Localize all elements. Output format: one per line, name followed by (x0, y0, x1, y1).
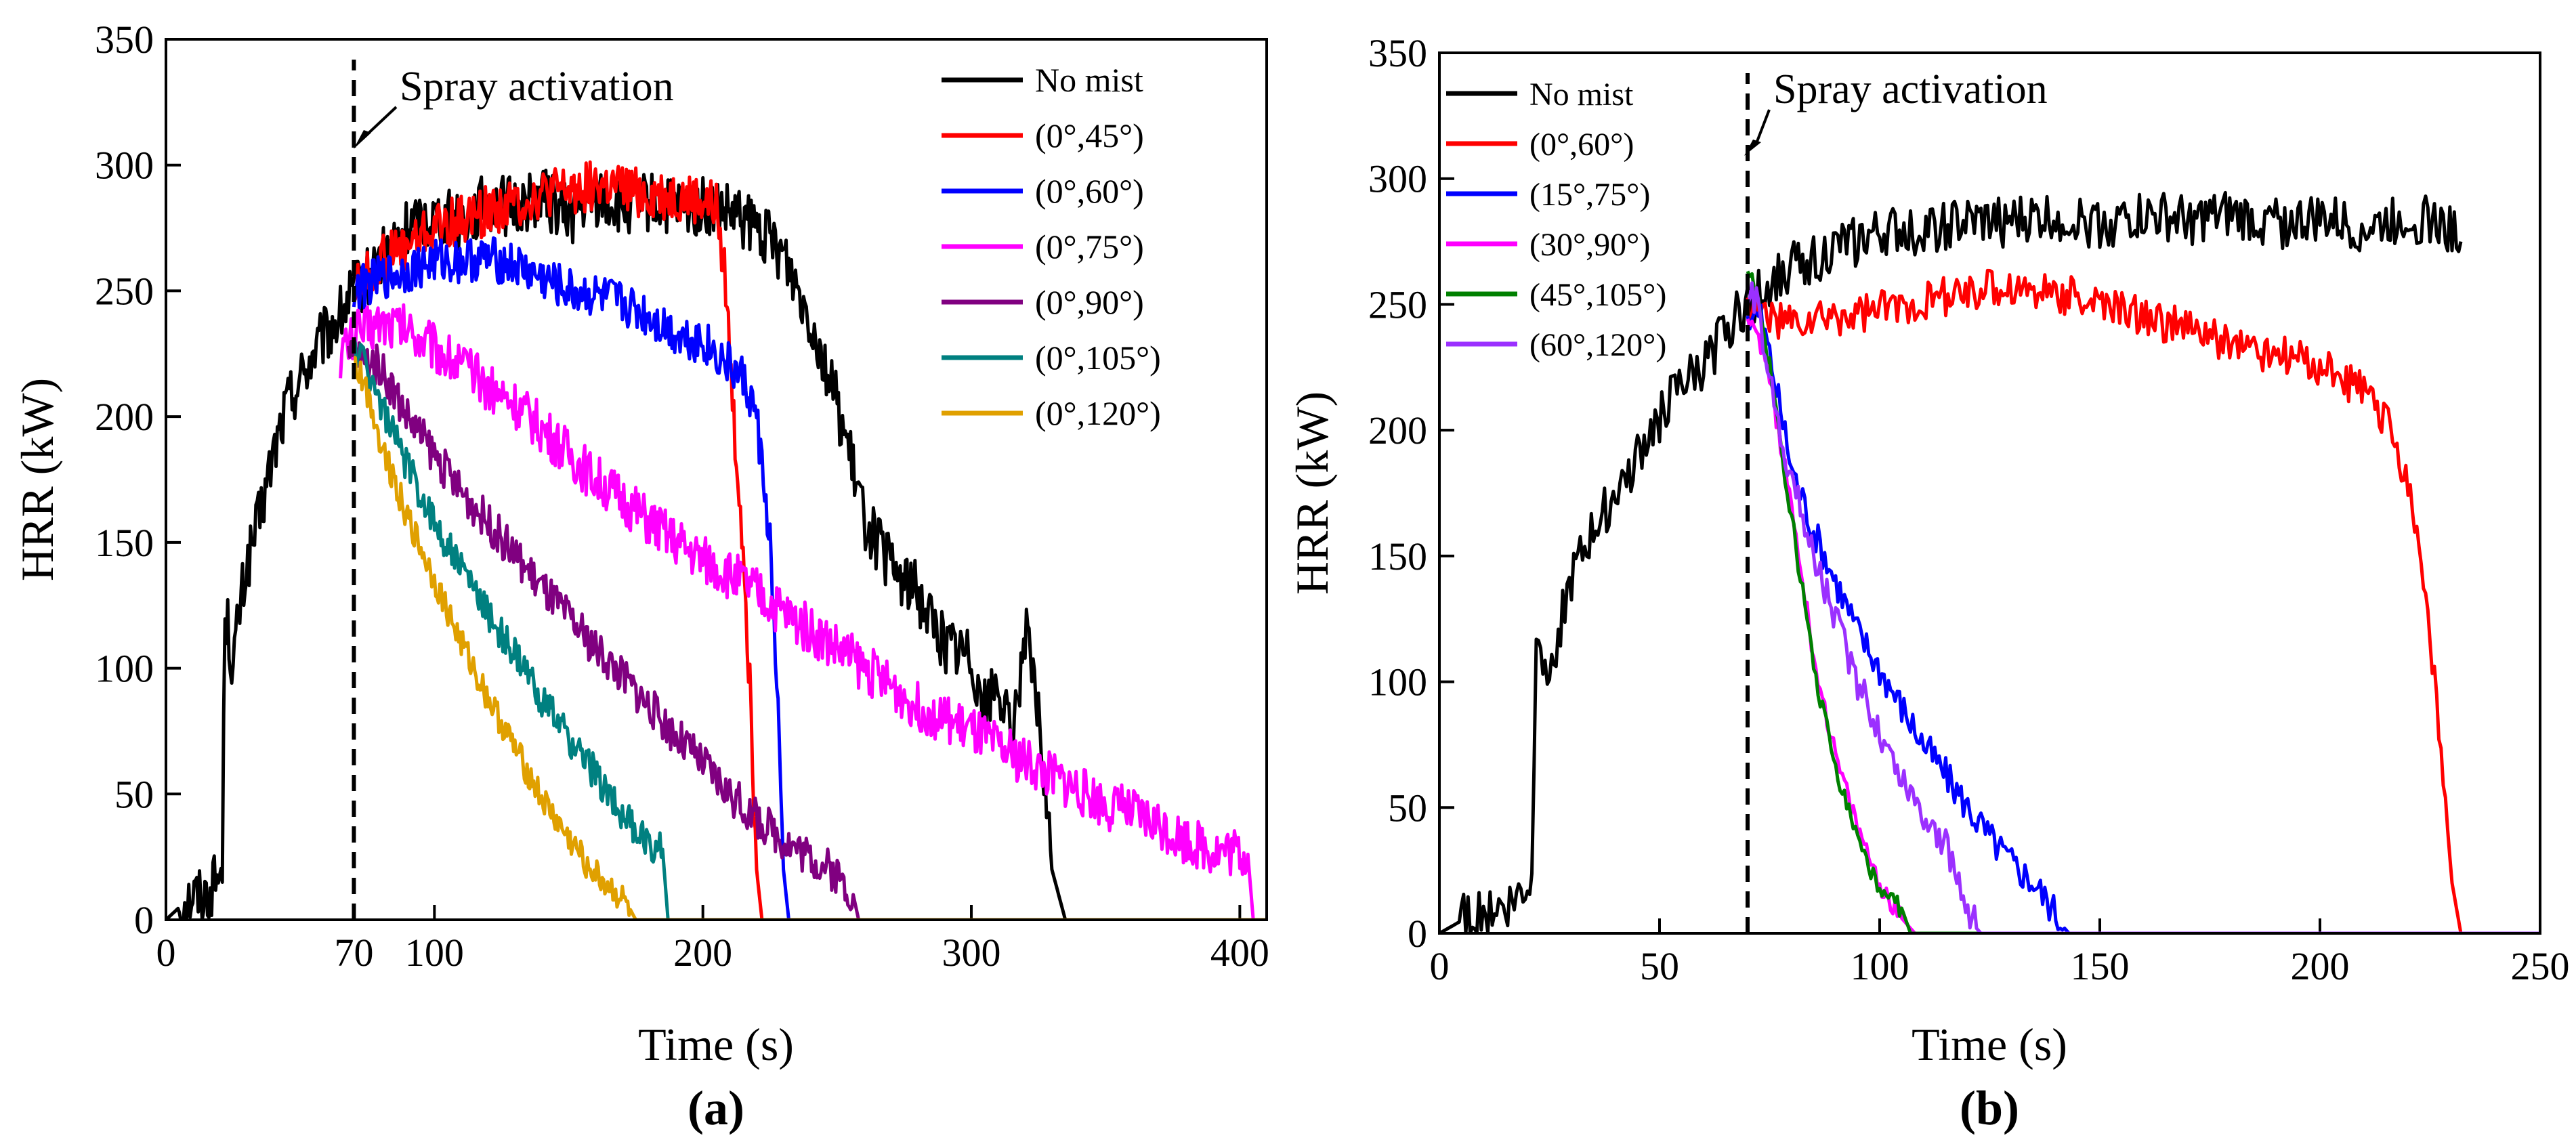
panel-b-x-tick-label: 200 (2291, 944, 2350, 988)
panel-b-legend-label: No mist (1529, 77, 1634, 112)
panel-b-legend-label: (60°,120°) (1529, 327, 1666, 363)
panel-a-y-tick-label: 150 (95, 521, 154, 565)
panel-b-x-tick-label: 0 (1430, 944, 1450, 988)
panel-b-y-tick-label: 150 (1368, 534, 1427, 578)
panel-b-series-line (1439, 190, 2463, 933)
panel-b-y-tick-label: 300 (1368, 157, 1427, 201)
panel-a: 0 50 100 150 200 250 300 350 0 70 100 200 300 400 Sp… (12, 18, 1269, 1135)
panel-a-y-label: HRR (kW) (12, 378, 63, 581)
panel-a-y-tick-label: 0 (134, 898, 154, 942)
panel-b-series-line (1746, 270, 2540, 933)
panel-a-legend-label: No mist (1035, 61, 1143, 99)
panel-a-x-tick-label: 100 (405, 931, 464, 975)
panel-a-y-tick-label: 300 (95, 144, 154, 188)
panel-a-series-line (352, 337, 1267, 920)
panel-b-y-ticks: 0 50 100 150 200 250 300 350 (1368, 31, 1454, 956)
panel-a-y-tick-label: 100 (95, 647, 154, 691)
panel-a-x-label: Time (s) (638, 1019, 794, 1070)
panel-b-y-tick-label: 350 (1368, 31, 1427, 75)
panel-b-series (1439, 190, 2540, 933)
panel-a-legend-label: (0°,75°) (1035, 228, 1144, 266)
panel-b-legend: No mist (0°,60°) (15°,75°) (30°,90°) (45°,10… (1446, 77, 1666, 363)
panel-a-x-tick-label: 400 (1210, 931, 1269, 975)
panel-a-spray-label: Spray activation (400, 64, 674, 110)
panel-a-x-tick-label: 70 (334, 931, 373, 975)
panel-a-annotation: Spray activation (352, 60, 674, 920)
panel-a-panel-label: (a) (688, 1081, 744, 1135)
panel-a-series-line (352, 160, 1240, 920)
panel-b-spray-arrow (1754, 109, 1771, 146)
panel-a-legend-label: (0°,120°) (1035, 394, 1161, 432)
panel-b-legend-label: (0°,60°) (1529, 127, 1634, 163)
panel-a-legend-label: (0°,105°) (1035, 339, 1161, 377)
panel-b-frame (1438, 51, 2541, 935)
panel-b-x-tick-label: 150 (2071, 944, 2130, 988)
panel-b-legend-label: (45°,105°) (1529, 277, 1666, 313)
panel-b-y-tick-label: 250 (1368, 282, 1427, 326)
panel-a-y-tick-label: 250 (95, 269, 154, 313)
panel-b-legend-label: (15°,75°) (1529, 177, 1650, 213)
panel-a-y-tick-label: 200 (95, 395, 154, 439)
panel-a-series-line (353, 356, 1267, 920)
panel-a-spray-arrowhead (354, 130, 371, 149)
panel-a-legend-label: (0°,60°) (1035, 172, 1144, 210)
panel-b-annotation: Spray activation (1744, 66, 2048, 933)
panel-b-spray-arrowhead (1744, 140, 1761, 156)
panel-a-y-tick-label: 350 (95, 18, 154, 62)
panel-b-panel-label: (b) (1960, 1081, 2019, 1135)
panel-b-x-label: Time (s) (1912, 1019, 2067, 1070)
panel-b-y-tick-label: 200 (1368, 408, 1427, 452)
panel-a-series (166, 160, 1267, 920)
panel-b-y-tick-label: 50 (1388, 786, 1427, 830)
panel-a-legend-label: (0°,90°) (1035, 283, 1144, 321)
panel-a-series-line (347, 339, 1267, 920)
panel-b-series-line (1746, 268, 2540, 933)
panel-b-x-ticks: 0 50 100 150 200 250 (1430, 918, 2570, 988)
panel-b-series-line (1746, 303, 2540, 933)
panel-a-y-ticks: 0 50 100 150 200 250 300 350 (95, 18, 181, 942)
panel-a-legend-label: (0°,45°) (1035, 116, 1144, 154)
panel-a-series-line (352, 236, 1240, 920)
panel-a-y-tick-label: 50 (114, 772, 154, 816)
panel-b-series-line (1746, 318, 2540, 933)
panel-b-y-label: HRR (kW) (1286, 391, 1338, 595)
panel-a-x-ticks: 0 70 100 200 300 400 (156, 905, 1269, 975)
panel-b-x-tick-label: 250 (2511, 944, 2570, 988)
panel-a-frame (165, 38, 1268, 921)
panel-b-y-tick-label: 100 (1368, 660, 1427, 704)
panel-a-x-tick-label: 0 (156, 931, 176, 975)
panel-b-x-tick-label: 100 (1851, 944, 1909, 988)
panel-a-x-tick-label: 300 (942, 931, 1001, 975)
panel-b-x-tick-label: 50 (1640, 944, 1679, 988)
panel-b-legend-label: (30°,90°) (1529, 227, 1650, 263)
panel-b-series-line (1746, 281, 2540, 933)
panel-a-series-line (339, 303, 1267, 920)
panel-a-x-tick-label: 200 (673, 931, 732, 975)
panel-b: 0 50 100 150 200 250 300 350 0 50 100 150 200 250 Sp… (1286, 31, 2570, 1135)
panel-b-y-tick-label: 0 (1408, 912, 1427, 956)
panel-a-legend: No mist (0°,45°) (0°,60°) (0°,75°) (0°,90°) (… (942, 61, 1161, 432)
panel-b-spray-label: Spray activation (1773, 66, 2048, 112)
